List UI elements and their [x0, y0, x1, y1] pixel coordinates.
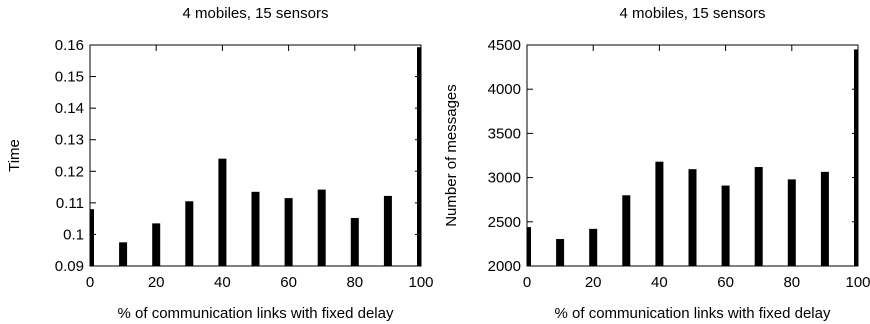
y-tick-label: 0.12 — [55, 163, 84, 180]
bar-30 — [622, 195, 631, 266]
x-tick-label: 100 — [845, 274, 870, 291]
bar-20 — [152, 223, 161, 266]
x-tick-label: 40 — [214, 274, 231, 291]
bar-20 — [589, 228, 598, 266]
y-tick-label: 0.11 — [56, 195, 84, 212]
bar-10 — [556, 239, 565, 266]
bar-40 — [218, 158, 227, 266]
y-tick-label: 4500 — [488, 37, 521, 54]
x-tick-label: 60 — [280, 274, 297, 291]
bar-70 — [317, 189, 326, 266]
y-axis-label: Number of messages — [443, 84, 460, 227]
x-tick-label: 60 — [717, 274, 734, 291]
bar-0 — [90, 209, 94, 266]
plot-frame — [526, 44, 859, 267]
y-tick-label: 0.09 — [55, 258, 84, 275]
y-tick-label: 0.14 — [55, 100, 84, 117]
x-tick-label: 100 — [408, 274, 433, 291]
y-tick-label: 0.1 — [63, 226, 84, 243]
bar-40 — [655, 161, 664, 266]
bar-90 — [820, 171, 829, 266]
x-tick-label: 80 — [783, 274, 800, 291]
time-chart: 0.09 0.1 0.11 0.12 0.13 0.14 0.15 0.16 0 20 40 60 80… — [6, 5, 434, 322]
x-tick-label: 0 — [86, 274, 94, 291]
y-tick-label: 2500 — [488, 214, 521, 231]
bar-30 — [185, 201, 194, 266]
y-tick-label: 2000 — [488, 258, 521, 275]
bar-80 — [350, 218, 359, 266]
plot-frame — [89, 44, 422, 267]
x-tick-label: 40 — [651, 274, 668, 291]
chart-title: 4 mobiles, 15 sensors — [183, 5, 329, 22]
y-tick-label: 0.15 — [55, 69, 84, 86]
x-tick-label: 0 — [523, 274, 531, 291]
bar-60 — [721, 185, 730, 266]
bar-70 — [754, 166, 763, 266]
bar-100 — [417, 47, 421, 267]
y-axis-label: Time — [6, 139, 23, 172]
bar-80 — [787, 179, 796, 266]
bar-90 — [383, 195, 392, 266]
x-axis-label: % of communication links with fixed dela… — [555, 305, 831, 322]
bar-10 — [119, 242, 128, 266]
x-tick-label: 80 — [346, 274, 363, 291]
y-tick-label: 0.13 — [55, 132, 84, 149]
y-tick-label: 4000 — [488, 81, 521, 98]
bar-50 — [251, 191, 260, 266]
y-tick-label: 0.16 — [55, 37, 84, 54]
bar-50 — [688, 169, 697, 266]
y-tick-label: 3000 — [488, 170, 521, 187]
bar-0 — [527, 227, 531, 266]
x-axis-label: % of communication links with fixed dela… — [118, 305, 394, 322]
messages-chart: 2000 2500 3000 3500 4000 4500 0 20 40 60 80 100 4 mo… — [443, 5, 870, 322]
x-tick-label: 20 — [148, 274, 165, 291]
y-tick-label: 3500 — [488, 125, 521, 142]
bar-100 — [854, 49, 858, 266]
x-tick-label: 20 — [585, 274, 602, 291]
chart-title: 4 mobiles, 15 sensors — [620, 5, 766, 22]
bar-60 — [284, 198, 293, 266]
